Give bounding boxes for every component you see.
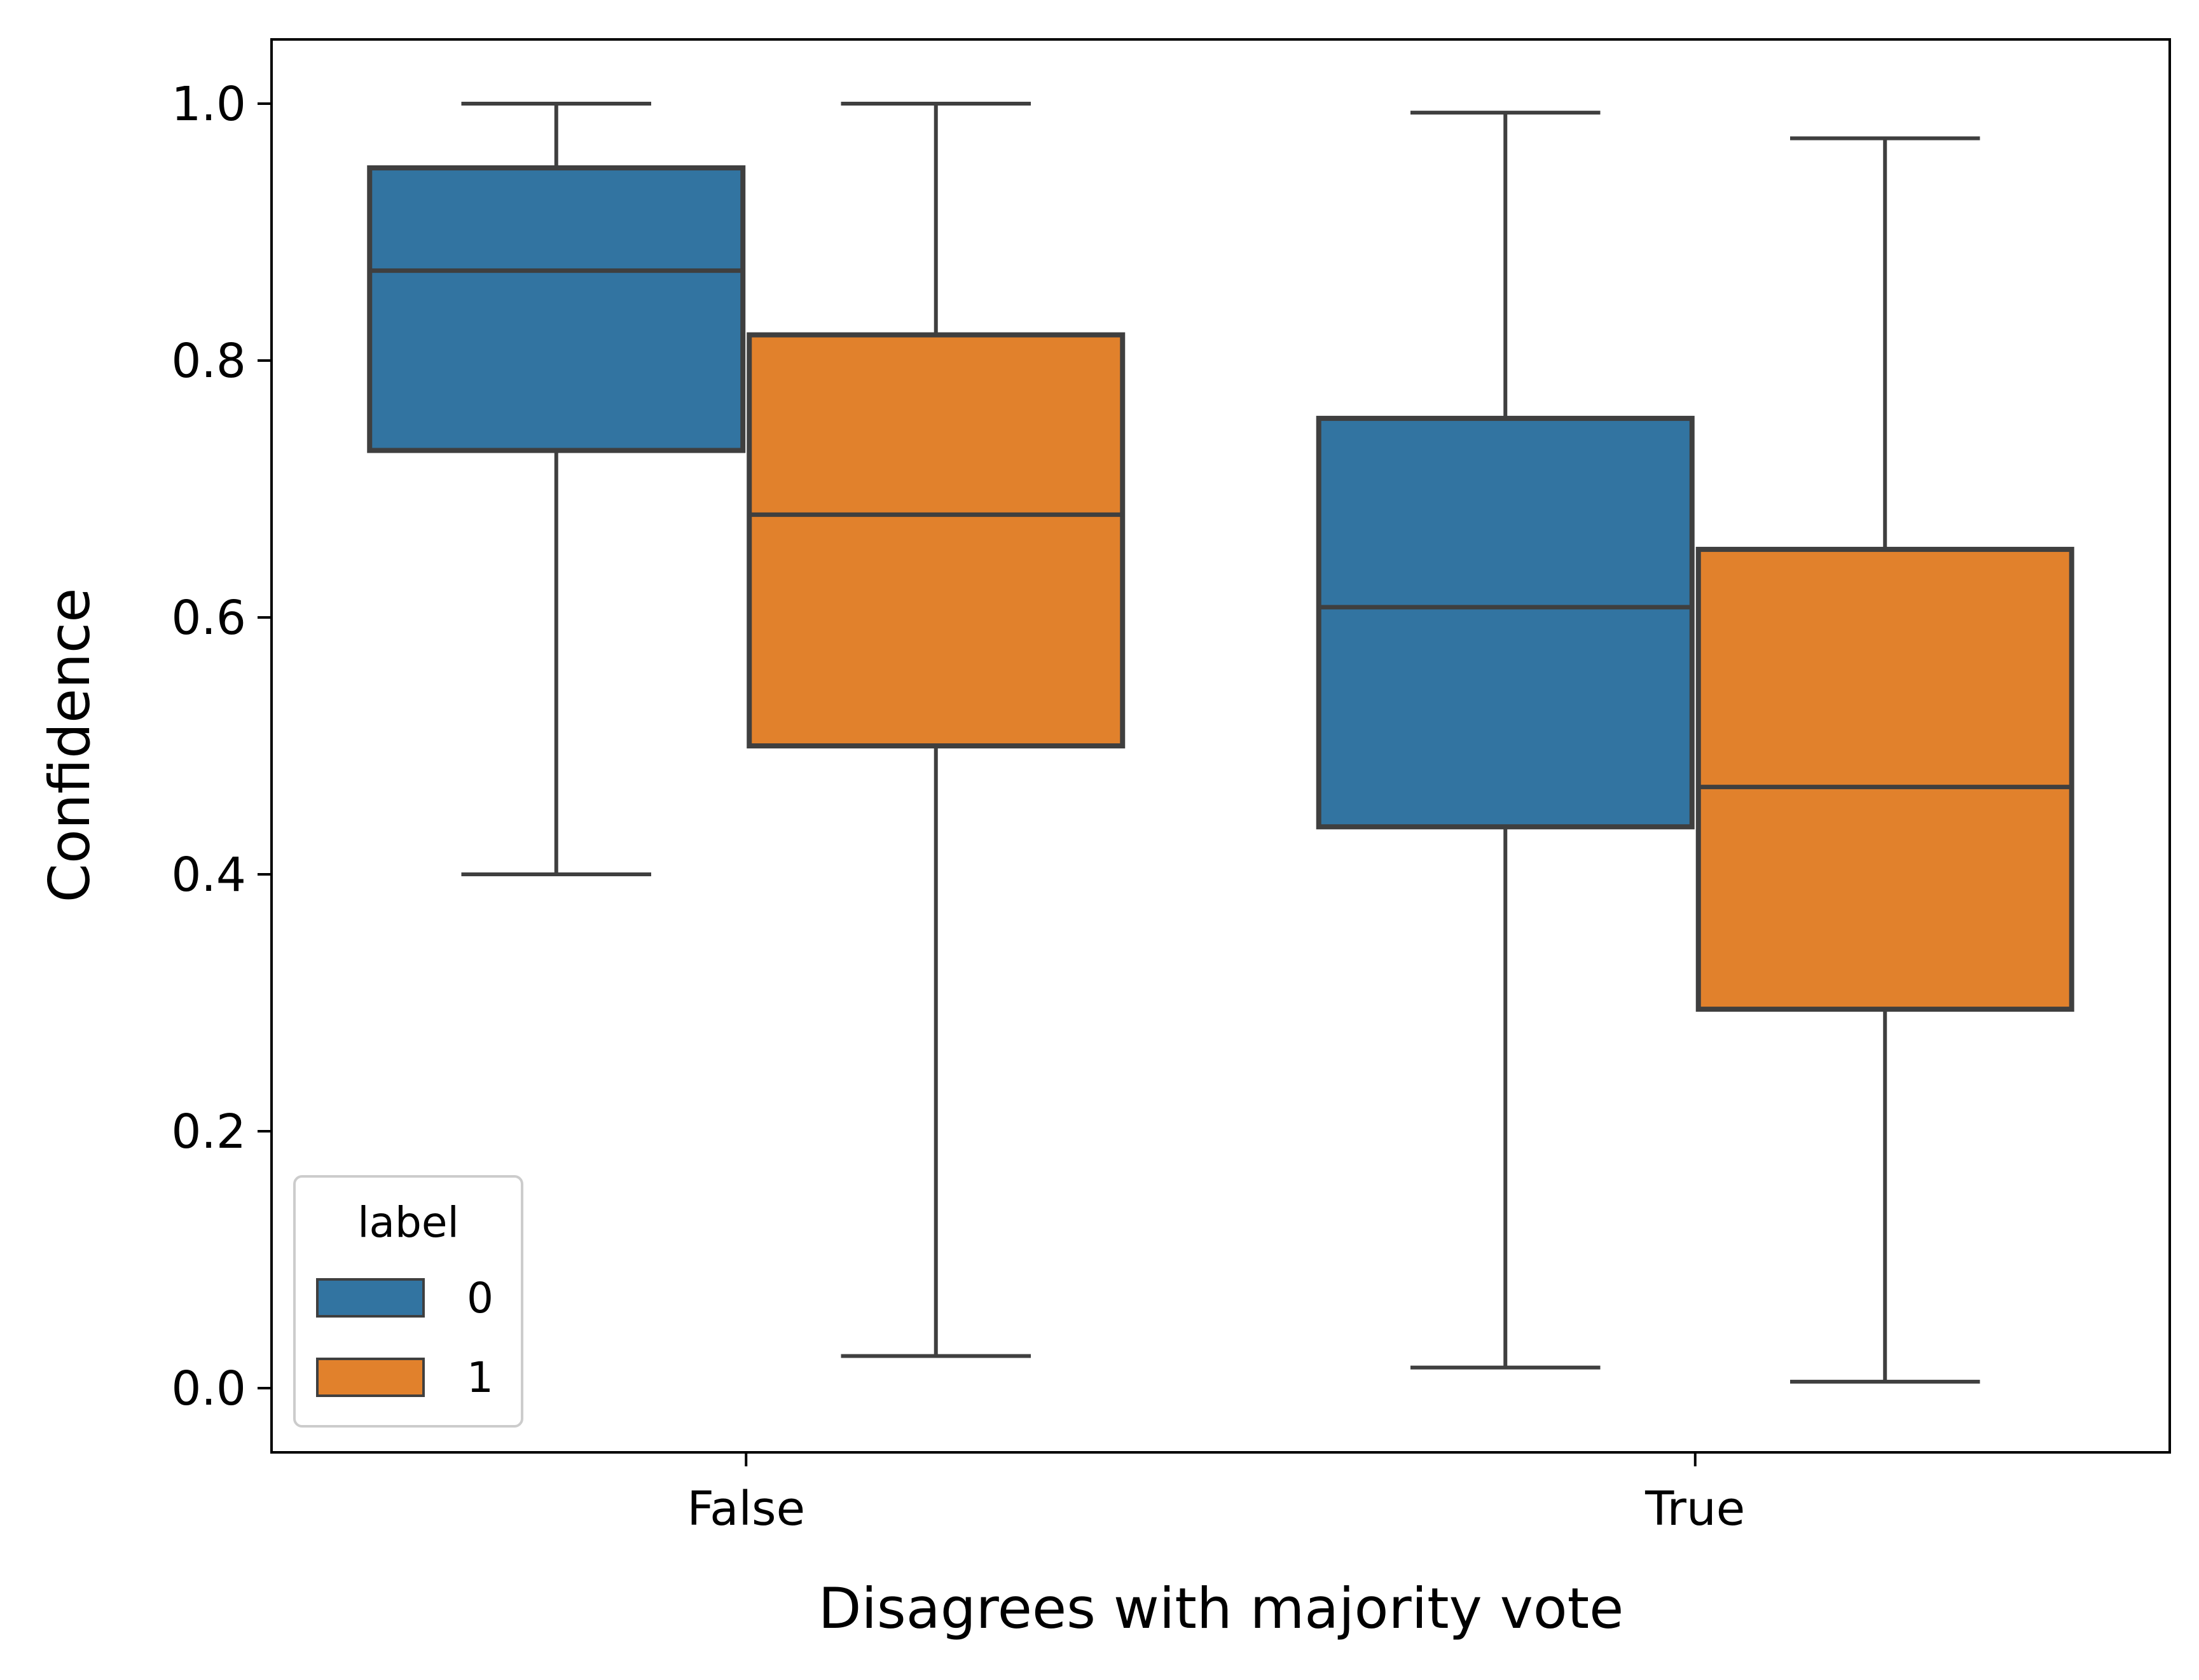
legend-entry-label: 1 [467, 1353, 493, 1402]
plot-frame [270, 38, 2171, 1454]
box-false-label-0 [367, 102, 746, 876]
box-true-label-0 [1316, 111, 1695, 1370]
boxes-layer [367, 102, 2074, 1384]
iqr-box [747, 332, 1126, 748]
x-tick-label: False [687, 1482, 805, 1536]
y-tick-label: 0.2 [171, 1105, 246, 1159]
y-tick-label: 0.8 [171, 334, 246, 389]
legend-entry-label: 0 [467, 1274, 493, 1323]
y-tick-label: 0.0 [171, 1361, 246, 1416]
legend-swatch-1 [316, 1358, 425, 1397]
box-false-label-1 [747, 102, 1126, 1358]
legend-title: label [357, 1198, 459, 1247]
y-tick-label: 1.0 [171, 77, 246, 132]
y-axis: 0.0 0.2 0.4 0.6 0.8 1.0 [171, 77, 272, 1416]
iqr-box [1316, 415, 1695, 830]
legend-swatch-0 [316, 1278, 425, 1318]
box-true-label-1 [1695, 136, 2074, 1384]
x-tick-label: True [1644, 1482, 1745, 1536]
y-tick-label: 0.4 [171, 848, 246, 902]
y-tick-label: 0.6 [171, 591, 246, 645]
y-axis-label: Confidence [37, 588, 102, 903]
iqr-box [367, 165, 746, 453]
iqr-box [1695, 546, 2074, 1012]
x-axis-label: Disagrees with majority vote [818, 1576, 1624, 1641]
x-axis: False True [687, 1452, 1745, 1536]
